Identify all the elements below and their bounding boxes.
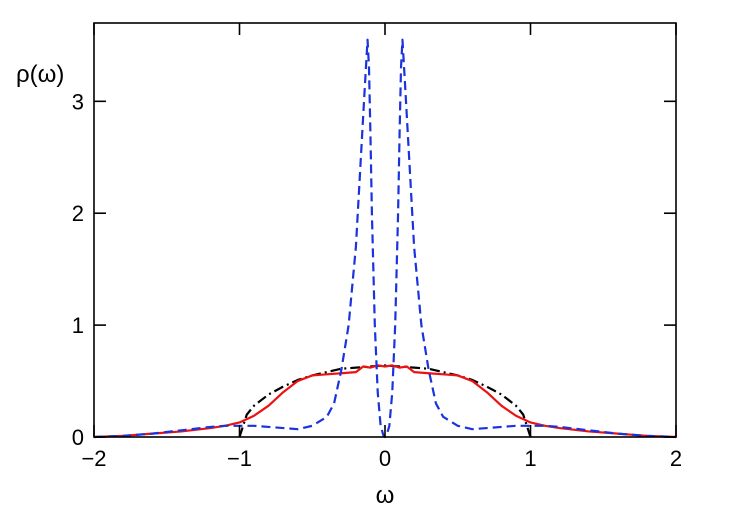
x-axis-title: ω xyxy=(376,482,395,509)
series-0-line xyxy=(238,364,532,438)
y-tick-label: 3 xyxy=(72,89,84,114)
y-tick-label: 0 xyxy=(72,425,84,450)
series-1-line xyxy=(93,364,677,439)
x-tick-label: 1 xyxy=(524,446,536,471)
x-tick-label: 2 xyxy=(670,446,682,471)
ticks-group xyxy=(93,23,677,438)
y-axis-title: ρ(ω) xyxy=(16,61,64,88)
x-tick-label: −1 xyxy=(227,446,252,471)
curves-group xyxy=(93,38,677,439)
x-tick-label: 0 xyxy=(379,446,391,471)
y-tick-label: 1 xyxy=(72,313,84,338)
plot-frame xyxy=(93,22,677,438)
y-tick-label: 2 xyxy=(72,201,84,226)
x-tick-label: −2 xyxy=(81,446,106,471)
series-2-line xyxy=(93,38,677,439)
tick-labels-group: −2 −1 0 1 2 0 1 2 3 xyxy=(72,89,682,471)
